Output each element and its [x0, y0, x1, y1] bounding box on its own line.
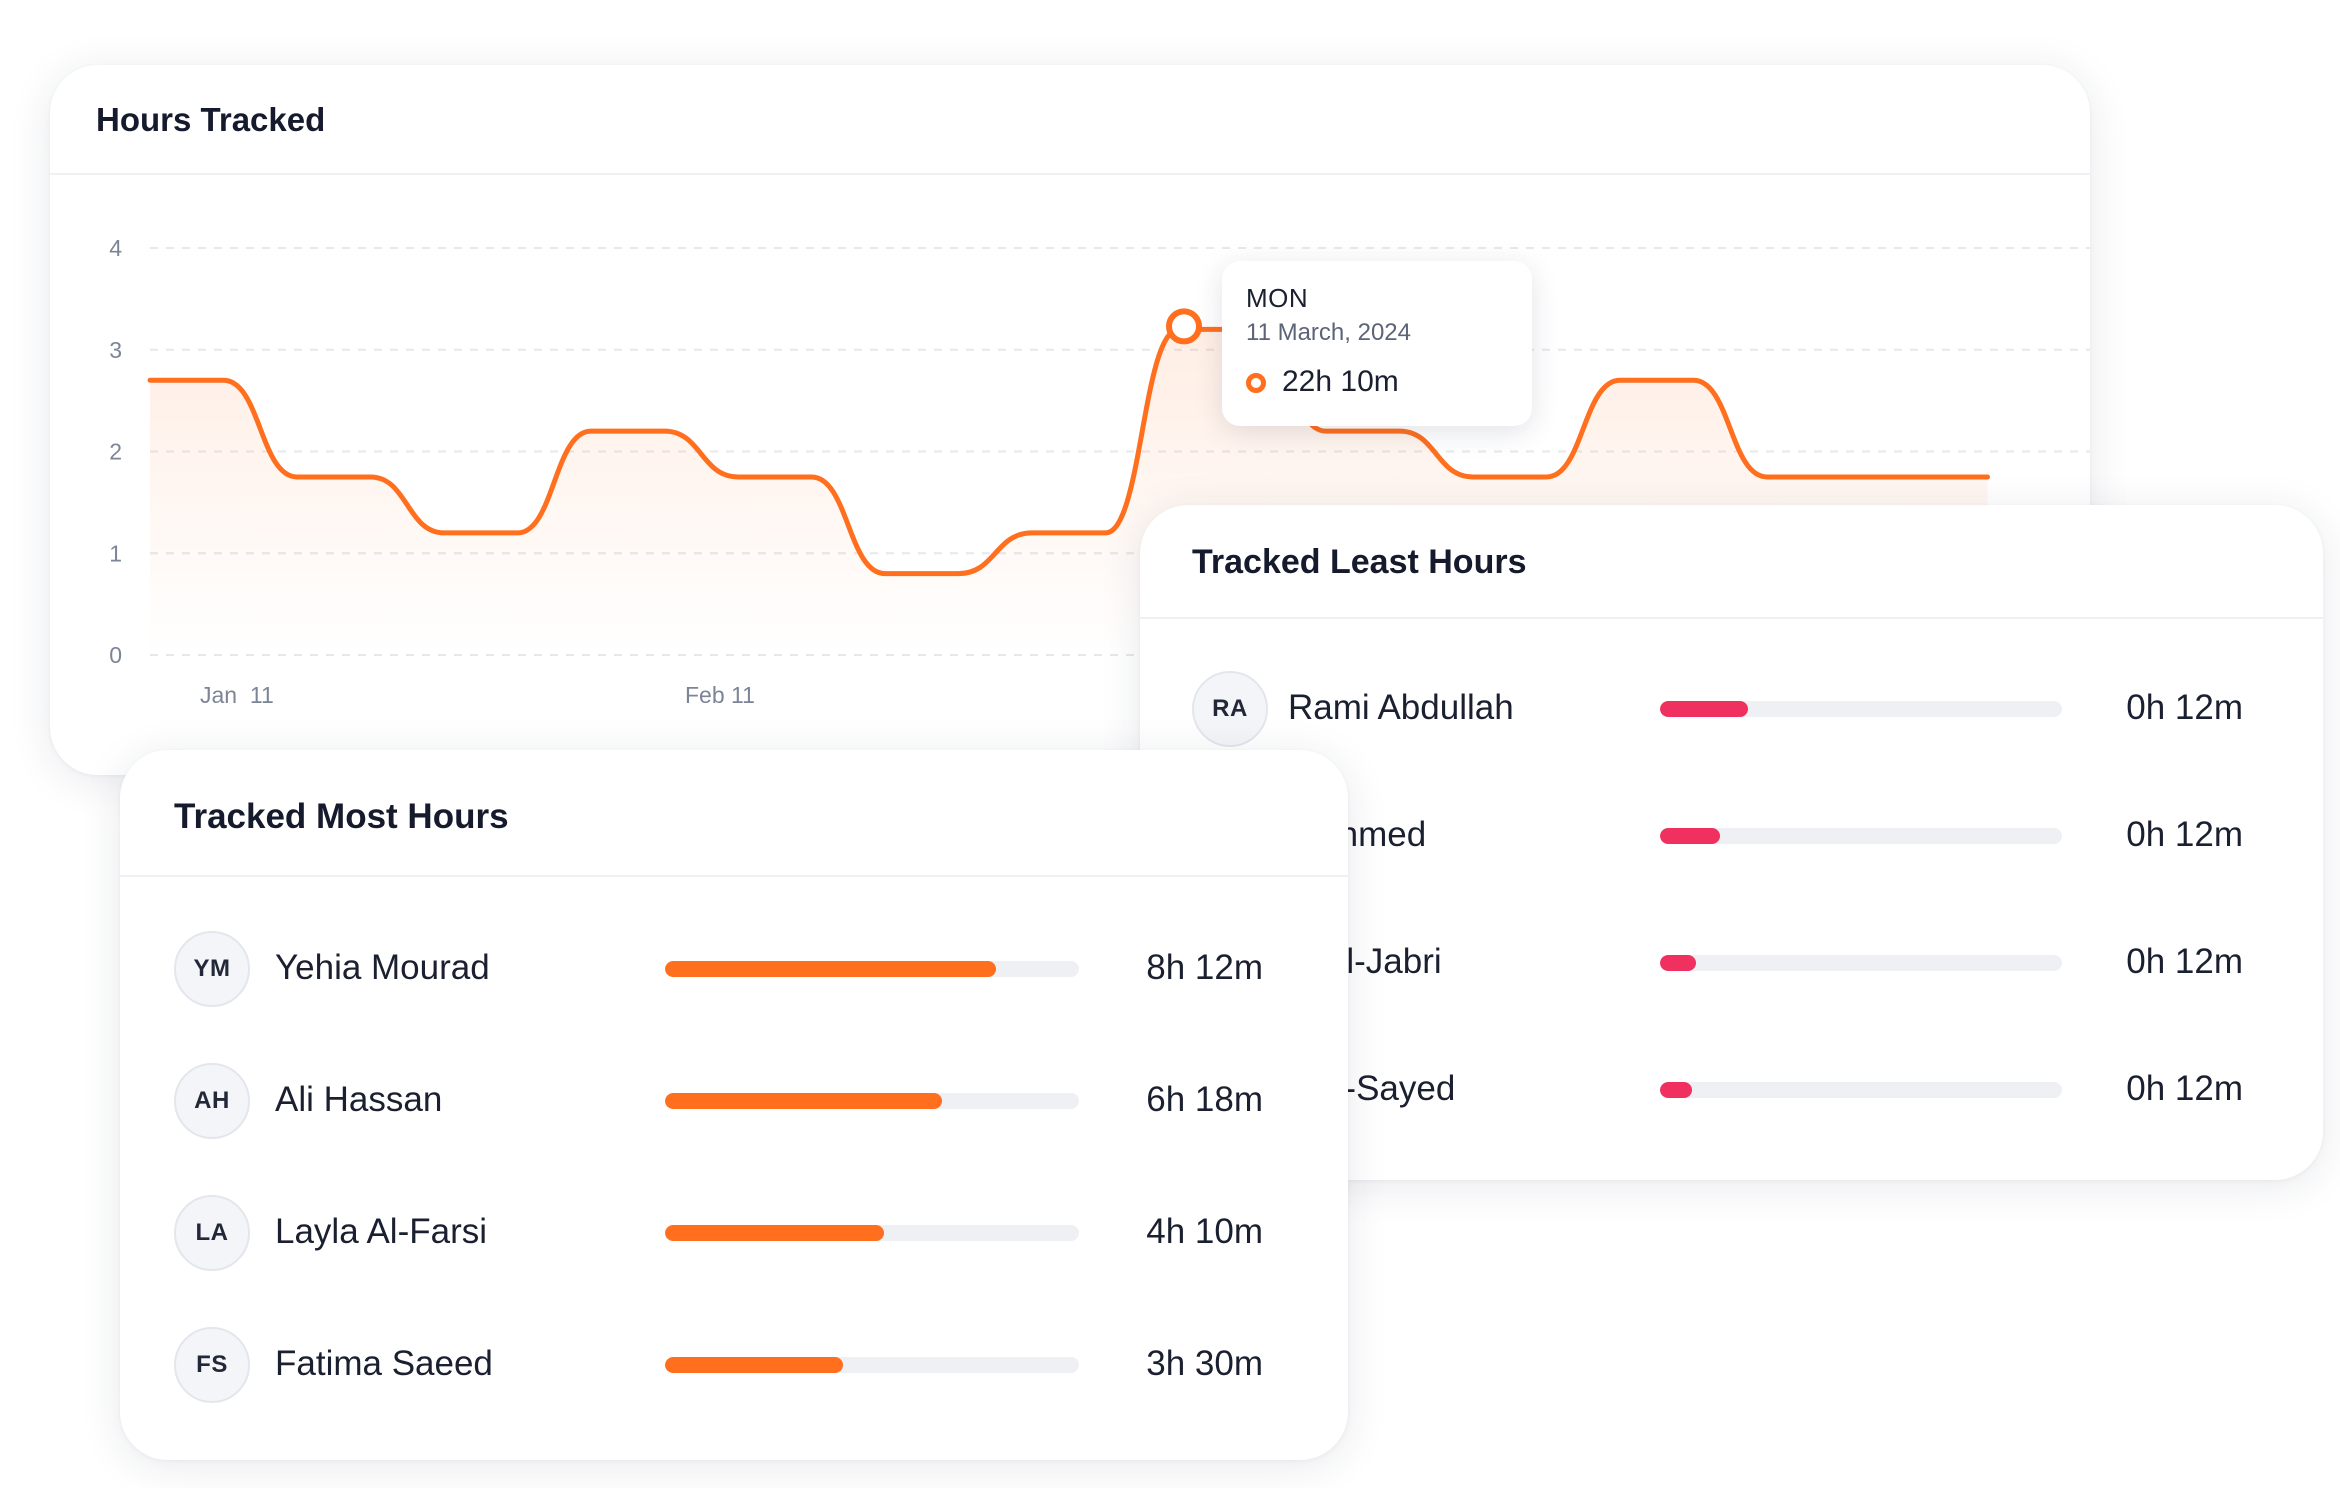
y-tick-label: 1: [109, 540, 122, 566]
avatar: FS: [174, 1327, 250, 1403]
time-value: 6h 18m: [1146, 1080, 1263, 1119]
progress-track: [665, 961, 1079, 977]
progress-fill: [1660, 701, 1749, 717]
tooltip-value: 22h 10m: [1282, 365, 1399, 398]
avatar: AH: [174, 1063, 250, 1139]
person-name: Fatima Saeed: [275, 1344, 493, 1383]
x-tick-label: Jan 11: [200, 682, 274, 708]
progress-fill: [1660, 1082, 1693, 1098]
y-tick-label: 4: [109, 235, 122, 261]
progress-track: [1660, 955, 2062, 971]
hours-tracked-title: Hours Tracked: [96, 101, 326, 138]
person-name: Yehia Mourad: [275, 948, 490, 987]
y-tick-label: 0: [109, 642, 122, 668]
least-hours-divider: [1140, 617, 2323, 619]
series-line: [147, 326, 1990, 577]
time-value: 4h 10m: [1146, 1212, 1263, 1251]
person-name: Rami Abdullah: [1288, 688, 1514, 727]
y-tick-label: 3: [109, 337, 122, 363]
progress-fill: [1660, 828, 1721, 844]
time-value: 8h 12m: [1146, 948, 1263, 987]
tooltip-day: MON: [1246, 283, 1309, 313]
avatar: LA: [174, 1195, 250, 1271]
time-value: 0h 12m: [2126, 1069, 2243, 1108]
hours-tracked-divider: [50, 173, 2090, 175]
progress-track: [1660, 1082, 2062, 1098]
tracked-most-hours-card: Tracked Most Hours YM Yehia Mourad 8h 12m A…: [120, 750, 1348, 1460]
chart-tooltip: MON 11 March, 2024 22h 10m: [1222, 261, 1532, 426]
y-tick-label: 2: [109, 439, 122, 465]
time-value: 3h 30m: [1146, 1344, 1263, 1383]
progress-fill: [665, 1225, 885, 1241]
person-name: Ali Hassan: [275, 1080, 443, 1119]
progress-fill: [665, 961, 997, 977]
time-value: 0h 12m: [2126, 942, 2243, 981]
progress-fill: [665, 1357, 844, 1373]
progress-track: [665, 1225, 1079, 1241]
progress-track: [665, 1357, 1079, 1373]
progress-track: [665, 1093, 1079, 1109]
person-name: Layla Al-Farsi: [275, 1212, 488, 1251]
avatar: YM: [174, 931, 250, 1007]
x-tick-label: Feb 11: [685, 682, 755, 708]
time-value: 0h 12m: [2126, 815, 2243, 854]
highlighted-data-point[interactable]: [1166, 308, 1202, 345]
tooltip-marker-icon: [1246, 373, 1266, 393]
most-hours-divider: [120, 875, 1348, 877]
progress-track: [1660, 701, 2062, 717]
time-value: 0h 12m: [2126, 688, 2243, 727]
avatar: RA: [1192, 671, 1268, 747]
progress-fill: [665, 1093, 943, 1109]
most-hours-title: Tracked Most Hours: [174, 797, 509, 836]
least-hours-title: Tracked Least Hours: [1192, 543, 1527, 581]
tooltip-date: 11 March, 2024: [1246, 319, 1411, 346]
progress-fill: [1660, 955, 1697, 971]
progress-track: [1660, 828, 2062, 844]
